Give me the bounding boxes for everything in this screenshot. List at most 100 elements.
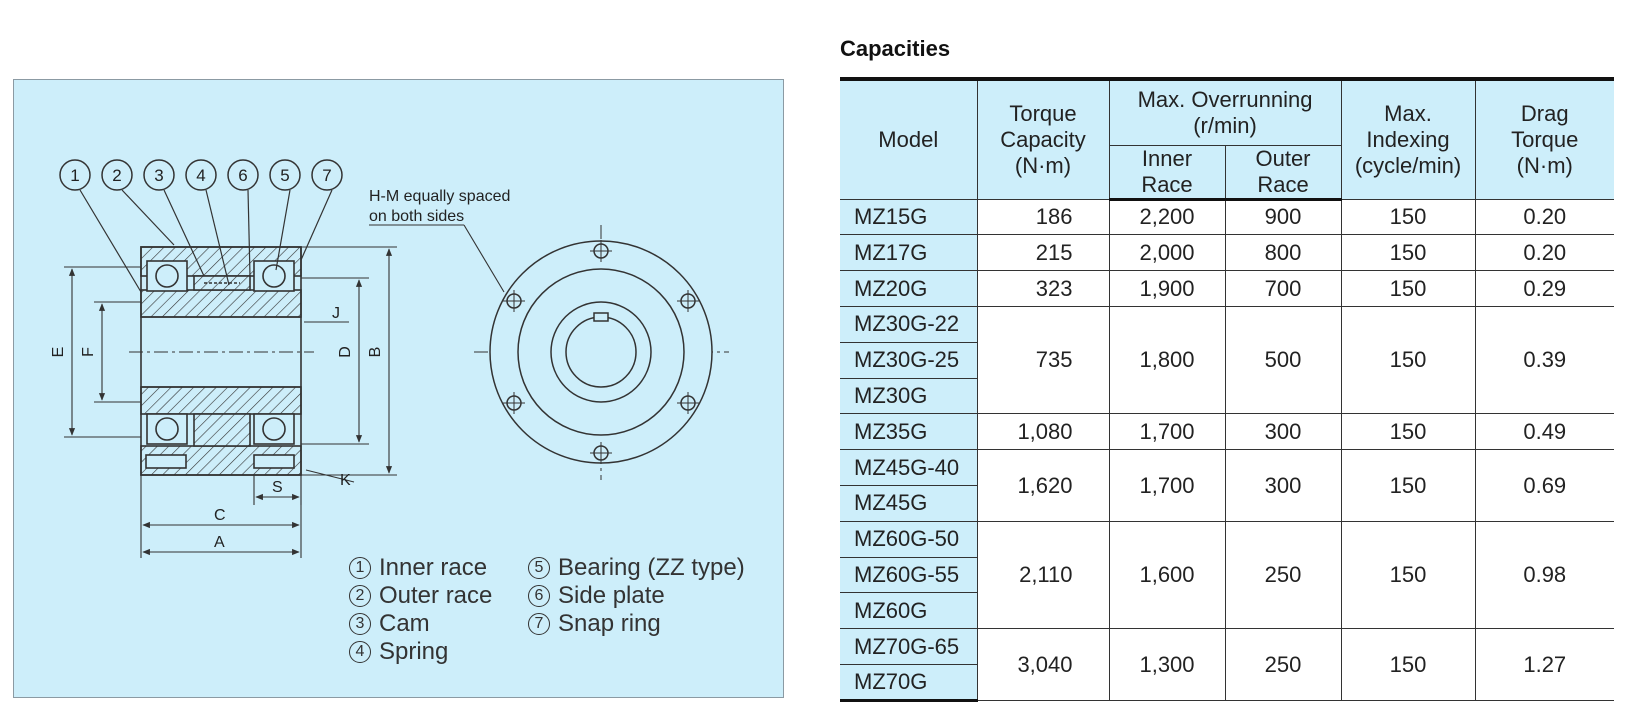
model-cell: MZ70G-65 (840, 628, 978, 666)
dim-label-a: A (214, 534, 225, 551)
header-max-indexing: Max. Indexing (cycle/min) (1340, 77, 1476, 200)
legend-number: 7 (528, 613, 550, 635)
legend-number: 5 (528, 557, 550, 579)
header-max-overrunning: Max. Overrunning (r/min) (1108, 77, 1342, 146)
header-text: Torque (1009, 100, 1077, 126)
torque-cell: 1,620 (976, 449, 1110, 522)
legend-number: 3 (349, 613, 371, 635)
indexing-cell: 150 (1340, 628, 1476, 701)
table-row: MZ35G 1,080 1,700 300 150 0.49 (840, 413, 1615, 451)
legend-label: Inner race (379, 554, 488, 581)
header-text: Outer (1255, 145, 1311, 171)
outer-cell: 800 (1224, 234, 1342, 272)
hole-annotation: H-M equally spaced on both sides (369, 188, 510, 293)
table-row: MZ45G-40 1,620 1,700 300 150 0.69 (840, 449, 1615, 522)
outer-cell: 250 (1224, 628, 1342, 701)
outer-cell: 250 (1224, 520, 1342, 630)
parts-legend-right: 5 Bearing (ZZ type) 6 Side plate 7 Snap rin… (528, 554, 745, 638)
model-cell: MZ20G (840, 270, 978, 307)
model-cell: MZ15G (840, 198, 978, 236)
callout-4: 4 (196, 166, 205, 185)
dim-label-e: E (50, 347, 67, 358)
table-row: MZ20G 323 1,900 700 150 0.29 (840, 270, 1615, 307)
annotation-line-1: H-M equally spaced (369, 188, 510, 205)
outer-cell: 300 (1224, 413, 1342, 451)
table-row: MZ70G (840, 664, 1614, 702)
model-cell: MZ60G-50 (840, 520, 978, 558)
torque-cell: 2,110 (976, 520, 1110, 630)
dim-label-s: S (272, 479, 283, 496)
header-text: Race (1257, 171, 1309, 197)
dimension-labels: E F D B J K S C A (50, 305, 384, 551)
header-text: Race (1141, 171, 1193, 197)
header-text: (cycle/min) (1354, 152, 1462, 178)
model-cell: MZ35G (840, 413, 978, 451)
header-text: Capacity (1000, 126, 1086, 152)
table-row: MZ30G (840, 377, 1614, 415)
model-cell: MZ30G-22 (840, 305, 978, 343)
torque-cell: 1,080 (976, 413, 1110, 451)
header-text: Inner (1141, 145, 1193, 171)
model-cell: MZ45G (840, 485, 978, 522)
dim-label-f: F (80, 347, 97, 357)
header-outer-race: Outer Race (1224, 145, 1342, 201)
callout-2: 2 (112, 166, 121, 185)
outer-cell: 300 (1224, 449, 1342, 522)
header-text: (r/min) (1193, 112, 1257, 138)
legend-item: 1 Inner race (349, 554, 492, 582)
indexing-cell: 150 (1340, 413, 1476, 451)
callout-1: 1 (70, 166, 79, 185)
dim-label-k: K (340, 472, 351, 489)
legend-number: 2 (349, 585, 371, 607)
inner-cell: 1,900 (1108, 270, 1226, 307)
table-row: MZ45G (840, 485, 1614, 522)
header-drag-torque: Drag Torque (N·m) (1474, 77, 1615, 200)
capacities-table: Model Torque Capacity (N·m) Max. Overrun… (840, 77, 1615, 702)
clutch-drawing: E F D B J K S C A (50, 159, 729, 558)
model-cell: MZ30G-25 (840, 341, 978, 379)
dimension-lines (64, 246, 397, 558)
table-row: MZ70G-65 3,040 1,300 250 150 1.27 (840, 628, 1615, 701)
part-callouts: 1 2 3 4 6 5 7 (59, 159, 343, 293)
legend-item: 7 Snap ring (528, 610, 745, 638)
legend-item: 5 Bearing (ZZ type) (528, 554, 745, 582)
torque-cell: 186 (976, 198, 1110, 236)
legend-label: Bearing (ZZ type) (558, 554, 745, 581)
header-model: Model (840, 77, 978, 200)
header-torque-capacity: Torque Capacity (N·m) (976, 77, 1110, 200)
inner-cell: 2,200 (1108, 198, 1226, 236)
inner-cell: 1,700 (1108, 413, 1226, 451)
inner-cell: 1,300 (1108, 628, 1226, 701)
legend-number: 4 (349, 641, 371, 663)
legend-number: 1 (349, 557, 371, 579)
header-text: Torque (1511, 126, 1579, 152)
drawing-panel: E F D B J K S C A (13, 79, 784, 698)
legend-item: 6 Side plate (528, 582, 745, 610)
indexing-cell: 150 (1340, 449, 1476, 522)
dim-label-d: D (337, 346, 354, 358)
dim-label-j: J (332, 305, 340, 322)
table-row: MZ60G-55 (840, 556, 1614, 594)
legend-item: 4 Spring (349, 638, 492, 666)
callout-5: 5 (280, 166, 289, 185)
drag-cell: 0.39 (1474, 305, 1615, 415)
model-cell: MZ30G (840, 377, 978, 415)
inner-cell: 2,000 (1108, 234, 1226, 272)
callout-7: 7 (322, 166, 331, 185)
table-row: MZ30G-25 (840, 341, 1614, 379)
legend-number: 6 (528, 585, 550, 607)
model-cell: MZ45G-40 (840, 449, 978, 486)
outer-cell: 700 (1224, 270, 1342, 307)
legend-label: Cam (379, 610, 430, 637)
legend-label: Spring (379, 638, 449, 665)
dim-label-c: C (214, 507, 226, 524)
indexing-cell: 150 (1340, 198, 1476, 236)
indexing-cell: 150 (1340, 270, 1476, 307)
indexing-cell: 150 (1340, 234, 1476, 272)
model-cell: MZ60G-55 (840, 556, 978, 594)
header-text: Drag (1520, 100, 1569, 126)
header-text: (N·m) (1516, 152, 1573, 178)
table-row: MZ15G 186 2,200 900 150 0.20 (840, 198, 1615, 236)
inner-cell: 1,600 (1108, 520, 1226, 630)
drag-cell: 0.29 (1474, 270, 1615, 307)
